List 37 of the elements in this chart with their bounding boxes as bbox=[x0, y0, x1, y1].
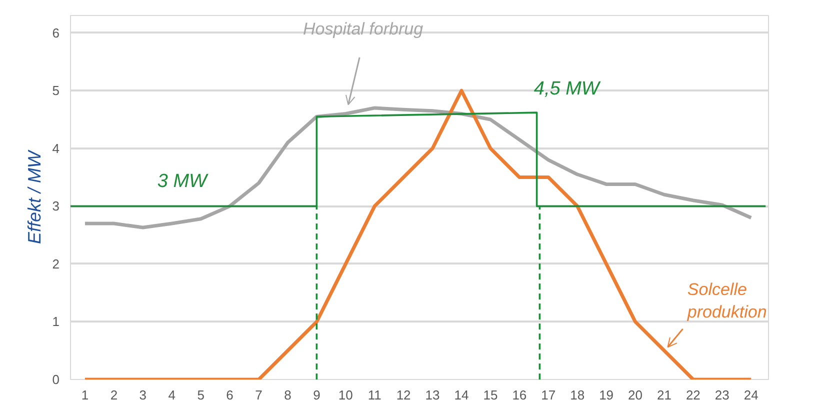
x-tick-label: 14 bbox=[454, 388, 469, 402]
y-tick-label: 2 bbox=[52, 256, 60, 272]
x-tick-label: 6 bbox=[226, 388, 234, 402]
x-tick-label: 3 bbox=[139, 388, 147, 402]
y-tick-label: 1 bbox=[52, 314, 60, 330]
text: Hospital forbrug bbox=[303, 20, 424, 39]
x-tick-label: 22 bbox=[686, 388, 700, 402]
y-tick-label: 3 bbox=[52, 198, 60, 214]
y-tick-label: 6 bbox=[52, 25, 60, 40]
y-tick-label: 5 bbox=[52, 83, 60, 98]
x-tick-label: 9 bbox=[313, 388, 320, 402]
x-tick-label: 1 bbox=[81, 388, 89, 402]
y-axis-title: Effekt / MW bbox=[24, 148, 44, 244]
x-tick-label: 18 bbox=[570, 388, 585, 402]
x-tick-label: 21 bbox=[657, 388, 672, 402]
x-tick-label: 5 bbox=[197, 388, 204, 402]
x-tick-label: 4 bbox=[168, 388, 176, 402]
annotation: 4,5 MW bbox=[534, 78, 602, 100]
annotation: 3 MW bbox=[157, 171, 210, 192]
x-tick-label: 13 bbox=[425, 388, 440, 402]
x-tick-label: 20 bbox=[628, 388, 643, 402]
x-tick-label: 24 bbox=[744, 388, 758, 402]
text: Solcelle produktion bbox=[686, 280, 767, 322]
x-tick-label: 12 bbox=[396, 388, 411, 402]
line-series bbox=[83, 106, 753, 230]
x-tick-label: 15 bbox=[483, 388, 498, 402]
x-tick-label: 16 bbox=[512, 388, 527, 402]
x-tick-label: 2 bbox=[110, 388, 118, 402]
x-tick-label: 17 bbox=[541, 388, 556, 402]
x-tick-label: 19 bbox=[599, 388, 614, 402]
x-tick-label: 8 bbox=[284, 388, 292, 402]
x-tick-label: 10 bbox=[338, 388, 353, 402]
y-tick-label: 0 bbox=[52, 372, 60, 387]
x-tick-label: 23 bbox=[714, 388, 730, 402]
y-tick-label: 4 bbox=[52, 140, 60, 156]
x-tick-label: 7 bbox=[255, 388, 262, 402]
x-tick-label: 11 bbox=[368, 388, 382, 402]
